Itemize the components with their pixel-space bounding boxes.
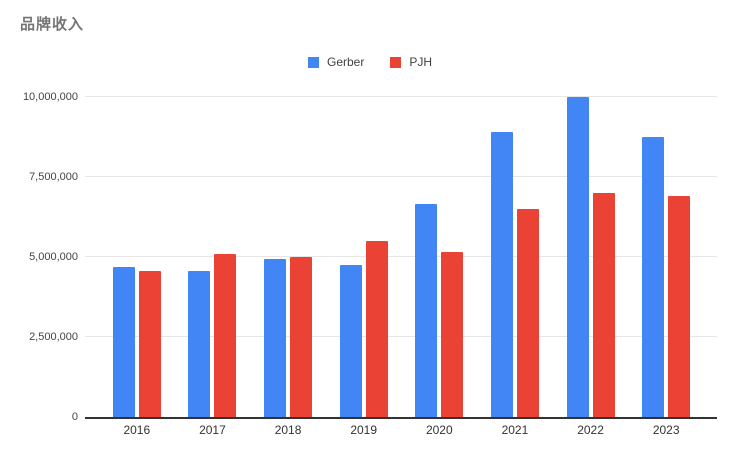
bar-group-2018 bbox=[250, 97, 326, 417]
gridline-5,000,000 bbox=[85, 256, 717, 257]
bar-group-2021 bbox=[477, 97, 553, 417]
bar-group-2020 bbox=[402, 97, 478, 417]
x-tick-label-2018: 2018 bbox=[274, 423, 302, 437]
bar-pjh-2023[interactable] bbox=[668, 196, 691, 417]
y-axis: 0 2,500,000 5,000,000 7,500,000 10,000,000 bbox=[0, 91, 78, 423]
bar-group-2017 bbox=[175, 97, 251, 417]
bar-group-2016 bbox=[99, 97, 175, 417]
x-tick-label-2019: 2019 bbox=[350, 423, 378, 437]
bar-pjh-2020[interactable] bbox=[441, 252, 464, 417]
gridline-7,500,000 bbox=[85, 176, 717, 177]
x-axis: 2016 2017 2018 2019 2020 2021 2022 2023 bbox=[85, 423, 717, 437]
bar-gerber-2018[interactable] bbox=[264, 258, 287, 417]
bar-gerber-2016[interactable] bbox=[112, 266, 135, 417]
legend-item-gerber[interactable]: Gerber bbox=[307, 55, 365, 69]
bar-group-2023 bbox=[628, 97, 704, 417]
y-tick-label-2,500,000: 2,500,000 bbox=[29, 331, 78, 343]
bar-gerber-2020[interactable] bbox=[415, 204, 438, 417]
y-tick-label-10,000,000: 10,000,000 bbox=[22, 91, 78, 103]
x-tick-label-2022: 2022 bbox=[577, 423, 604, 437]
x-tick-label-2023: 2023 bbox=[652, 423, 680, 437]
chart-legend: Gerber PJH bbox=[0, 55, 740, 69]
y-tick-label-0: 0 bbox=[71, 411, 78, 423]
bar-pjh-2017[interactable] bbox=[214, 253, 237, 417]
bar-group-2019 bbox=[326, 97, 402, 417]
x-tick-label-2016: 2016 bbox=[123, 423, 151, 437]
y-tick-label-7,500,000: 7,500,000 bbox=[29, 171, 78, 183]
bar-pjh-2021[interactable] bbox=[516, 209, 539, 417]
bar-pjh-2018[interactable] bbox=[290, 257, 313, 417]
bar-gerber-2017[interactable] bbox=[188, 271, 211, 417]
plot-area bbox=[85, 96, 717, 419]
gridline-2,500,000 bbox=[85, 336, 717, 337]
legend-swatch-pjh bbox=[390, 56, 402, 68]
y-tick-label-5,000,000: 5,000,000 bbox=[29, 251, 78, 263]
bar-pjh-2016[interactable] bbox=[138, 271, 161, 417]
x-tick-label-2021: 2021 bbox=[501, 423, 529, 437]
legend-item-pjh[interactable]: PJH bbox=[390, 55, 432, 69]
chart-title: 品牌收入 bbox=[20, 16, 85, 33]
bar-gerber-2023[interactable] bbox=[642, 137, 665, 417]
bar-pjh-2022[interactable] bbox=[592, 193, 615, 417]
bar-gerber-2021[interactable] bbox=[490, 132, 513, 417]
x-tick-label-2017: 2017 bbox=[199, 423, 226, 437]
bars-row bbox=[85, 97, 717, 417]
x-tick-label-2020: 2020 bbox=[425, 423, 453, 437]
bar-group-2022 bbox=[553, 97, 629, 417]
legend-label-gerber: Gerber bbox=[326, 55, 365, 69]
bar-pjh-2019[interactable] bbox=[365, 241, 388, 417]
bar-gerber-2022[interactable] bbox=[566, 97, 589, 417]
bar-gerber-2019[interactable] bbox=[339, 265, 362, 417]
legend-swatch-gerber bbox=[307, 56, 319, 68]
gridline-10,000,000 bbox=[85, 96, 717, 97]
legend-label-pjh: PJH bbox=[409, 55, 433, 69]
